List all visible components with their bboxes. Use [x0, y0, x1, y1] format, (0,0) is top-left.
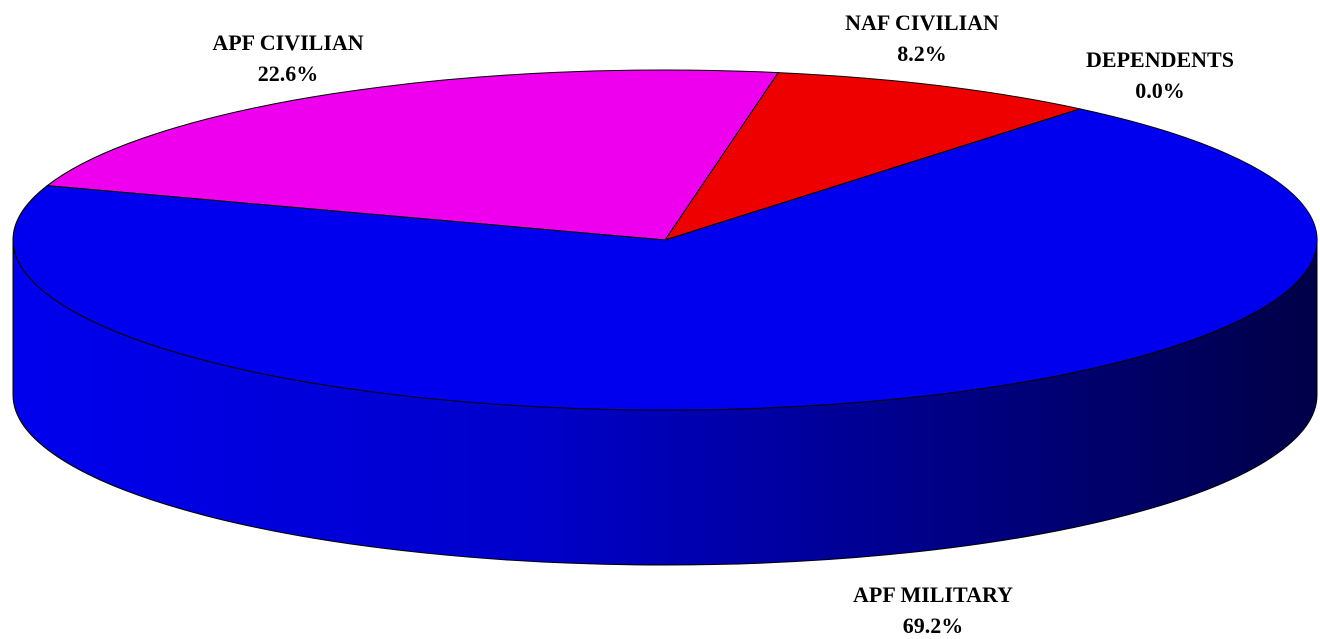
slice-label: DEPENDENTS — [1086, 47, 1234, 72]
value-label: 0.0% — [1135, 78, 1185, 103]
slice — [663, 72, 1082, 241]
value-label: 22.6% — [258, 61, 319, 86]
value-label: 69.2% — [903, 613, 964, 638]
slice-label: NAF CIVILIAN — [845, 10, 999, 35]
slice — [45, 69, 780, 241]
slice-label: APF MILITARY — [853, 582, 1013, 607]
slice-label: APF CIVILIAN — [212, 30, 363, 55]
value-label: 8.2% — [897, 41, 947, 66]
slice — [12, 108, 1318, 411]
